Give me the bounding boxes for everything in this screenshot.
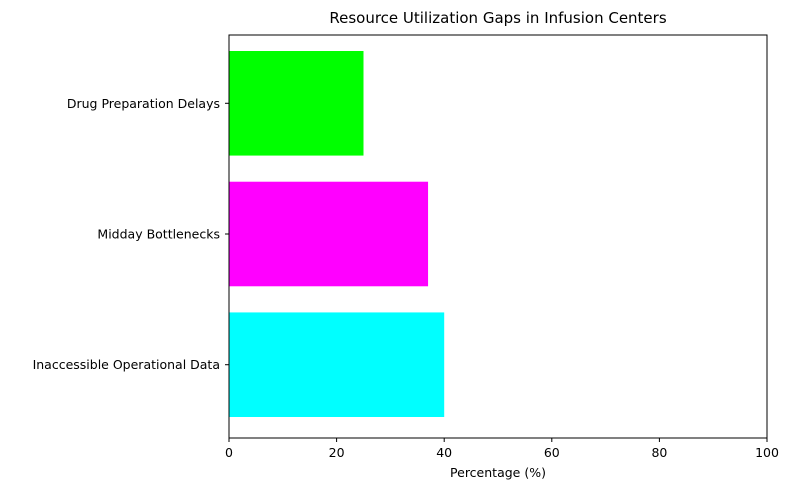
y-tick-label: Midday Bottlenecks	[97, 227, 220, 242]
y-tick-label: Inaccessible Operational Data	[33, 357, 220, 372]
x-tick-label: 0	[225, 445, 233, 460]
bar-inaccessible-operational-data	[229, 312, 445, 417]
x-axis-ticks: 0 20 40 60 80 100	[225, 438, 779, 460]
x-axis-label: Percentage (%)	[450, 465, 546, 480]
y-axis-ticks: Inaccessible Operational Data Midday Bott…	[33, 96, 229, 372]
bar-midday-bottlenecks	[229, 181, 429, 287]
plot-frame	[228, 34, 768, 439]
x-tick-label: 40	[436, 445, 452, 460]
x-tick-label: 20	[329, 445, 345, 460]
x-tick-label: 100	[755, 445, 779, 460]
x-tick-label: 60	[544, 445, 560, 460]
bar-drug-preparation-delays	[229, 51, 364, 156]
x-tick-label: 80	[651, 445, 667, 460]
bars-group	[229, 51, 445, 417]
chart-title: Resource Utilization Gaps in Infusion Ce…	[329, 9, 666, 27]
y-tick-label: Drug Preparation Delays	[67, 96, 220, 111]
